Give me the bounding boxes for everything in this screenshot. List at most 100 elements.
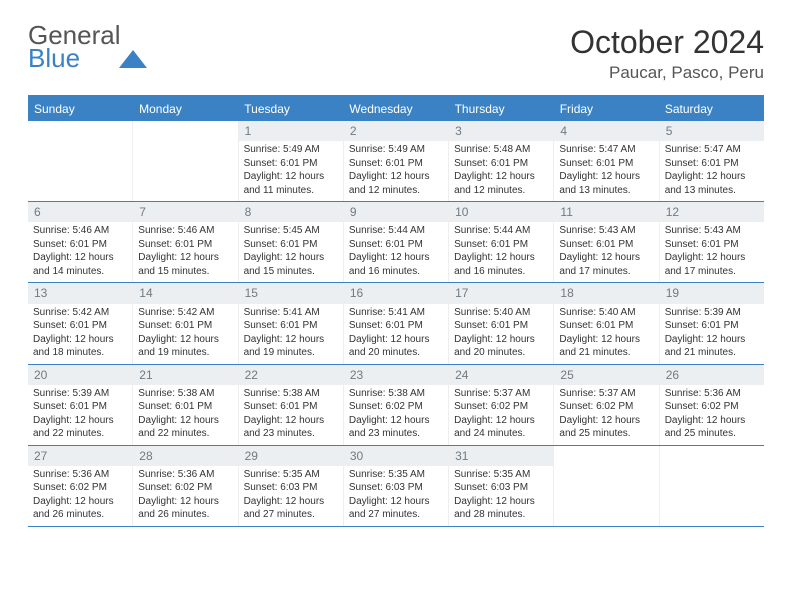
sunrise-line: Sunrise: 5:36 AM bbox=[665, 387, 759, 401]
day-number: 24 bbox=[449, 365, 553, 385]
sunset-line: Sunset: 6:01 PM bbox=[138, 238, 232, 252]
day-number: 7 bbox=[133, 202, 237, 222]
sunrise-line: Sunrise: 5:48 AM bbox=[454, 143, 548, 157]
day-details: Sunrise: 5:37 AMSunset: 6:02 PMDaylight:… bbox=[554, 385, 658, 445]
sunset-line: Sunset: 6:01 PM bbox=[665, 319, 759, 333]
sunset-line: Sunset: 6:01 PM bbox=[454, 238, 548, 252]
day-number: 29 bbox=[239, 446, 343, 466]
day-header-monday: Monday bbox=[133, 97, 238, 121]
sunset-line: Sunset: 6:02 PM bbox=[665, 400, 759, 414]
day-number: 19 bbox=[660, 283, 764, 303]
sunset-line: Sunset: 6:01 PM bbox=[349, 238, 443, 252]
day-cell: 20Sunrise: 5:39 AMSunset: 6:01 PMDayligh… bbox=[28, 365, 133, 445]
day-cell: 1Sunrise: 5:49 AMSunset: 6:01 PMDaylight… bbox=[239, 121, 344, 201]
day-details: Sunrise: 5:48 AMSunset: 6:01 PMDaylight:… bbox=[449, 141, 553, 201]
day-cell: 13Sunrise: 5:42 AMSunset: 6:01 PMDayligh… bbox=[28, 283, 133, 363]
sunset-line: Sunset: 6:02 PM bbox=[559, 400, 653, 414]
sunset-line: Sunset: 6:03 PM bbox=[244, 481, 338, 495]
day-details: Sunrise: 5:49 AMSunset: 6:01 PMDaylight:… bbox=[239, 141, 343, 201]
daylight-line: Daylight: 12 hours and 28 minutes. bbox=[454, 495, 548, 522]
daylight-line: Daylight: 12 hours and 15 minutes. bbox=[138, 251, 232, 278]
title-block: October 2024 Paucar, Pasco, Peru bbox=[570, 24, 764, 83]
sunrise-line: Sunrise: 5:45 AM bbox=[244, 224, 338, 238]
day-cell: 4Sunrise: 5:47 AMSunset: 6:01 PMDaylight… bbox=[554, 121, 659, 201]
day-cell: 2Sunrise: 5:49 AMSunset: 6:01 PMDaylight… bbox=[344, 121, 449, 201]
daylight-line: Daylight: 12 hours and 26 minutes. bbox=[33, 495, 127, 522]
sunset-line: Sunset: 6:01 PM bbox=[244, 238, 338, 252]
day-number: 12 bbox=[660, 202, 764, 222]
daylight-line: Daylight: 12 hours and 13 minutes. bbox=[559, 170, 653, 197]
day-details: Sunrise: 5:49 AMSunset: 6:01 PMDaylight:… bbox=[344, 141, 448, 201]
day-header-tuesday: Tuesday bbox=[238, 97, 343, 121]
daylight-line: Daylight: 12 hours and 19 minutes. bbox=[138, 333, 232, 360]
week-row: 20Sunrise: 5:39 AMSunset: 6:01 PMDayligh… bbox=[28, 365, 764, 446]
daylight-line: Daylight: 12 hours and 12 minutes. bbox=[454, 170, 548, 197]
day-cell: 24Sunrise: 5:37 AMSunset: 6:02 PMDayligh… bbox=[449, 365, 554, 445]
empty-cell bbox=[660, 446, 764, 526]
calendar: SundayMondayTuesdayWednesdayThursdayFrid… bbox=[28, 95, 764, 527]
day-number: 15 bbox=[239, 283, 343, 303]
day-cell: 19Sunrise: 5:39 AMSunset: 6:01 PMDayligh… bbox=[660, 283, 764, 363]
day-cell: 23Sunrise: 5:38 AMSunset: 6:02 PMDayligh… bbox=[344, 365, 449, 445]
day-cell: 12Sunrise: 5:43 AMSunset: 6:01 PMDayligh… bbox=[660, 202, 764, 282]
sunset-line: Sunset: 6:02 PM bbox=[33, 481, 127, 495]
day-details: Sunrise: 5:39 AMSunset: 6:01 PMDaylight:… bbox=[28, 385, 132, 445]
daylight-line: Daylight: 12 hours and 16 minutes. bbox=[349, 251, 443, 278]
logo-text: General Blue bbox=[28, 24, 147, 71]
day-cell: 30Sunrise: 5:35 AMSunset: 6:03 PMDayligh… bbox=[344, 446, 449, 526]
sunrise-line: Sunrise: 5:35 AM bbox=[454, 468, 548, 482]
day-details: Sunrise: 5:46 AMSunset: 6:01 PMDaylight:… bbox=[133, 222, 237, 282]
sunrise-line: Sunrise: 5:49 AM bbox=[349, 143, 443, 157]
sunrise-line: Sunrise: 5:44 AM bbox=[349, 224, 443, 238]
sunrise-line: Sunrise: 5:44 AM bbox=[454, 224, 548, 238]
day-cell: 14Sunrise: 5:42 AMSunset: 6:01 PMDayligh… bbox=[133, 283, 238, 363]
day-details: Sunrise: 5:38 AMSunset: 6:01 PMDaylight:… bbox=[133, 385, 237, 445]
sunrise-line: Sunrise: 5:42 AM bbox=[33, 306, 127, 320]
day-header-friday: Friday bbox=[554, 97, 659, 121]
sunset-line: Sunset: 6:01 PM bbox=[33, 400, 127, 414]
sunrise-line: Sunrise: 5:40 AM bbox=[559, 306, 653, 320]
sunset-line: Sunset: 6:01 PM bbox=[559, 157, 653, 171]
day-number: 6 bbox=[28, 202, 132, 222]
sunset-line: Sunset: 6:01 PM bbox=[665, 238, 759, 252]
sunrise-line: Sunrise: 5:36 AM bbox=[138, 468, 232, 482]
day-number: 21 bbox=[133, 365, 237, 385]
daylight-line: Daylight: 12 hours and 14 minutes. bbox=[33, 251, 127, 278]
day-cell: 9Sunrise: 5:44 AMSunset: 6:01 PMDaylight… bbox=[344, 202, 449, 282]
day-details: Sunrise: 5:41 AMSunset: 6:01 PMDaylight:… bbox=[344, 304, 448, 364]
sunset-line: Sunset: 6:01 PM bbox=[559, 238, 653, 252]
day-details: Sunrise: 5:40 AMSunset: 6:01 PMDaylight:… bbox=[554, 304, 658, 364]
sunrise-line: Sunrise: 5:49 AM bbox=[244, 143, 338, 157]
day-details: Sunrise: 5:35 AMSunset: 6:03 PMDaylight:… bbox=[449, 466, 553, 526]
sunset-line: Sunset: 6:01 PM bbox=[244, 157, 338, 171]
day-cell: 31Sunrise: 5:35 AMSunset: 6:03 PMDayligh… bbox=[449, 446, 554, 526]
sunrise-line: Sunrise: 5:47 AM bbox=[665, 143, 759, 157]
day-number: 11 bbox=[554, 202, 658, 222]
day-cell: 25Sunrise: 5:37 AMSunset: 6:02 PMDayligh… bbox=[554, 365, 659, 445]
sunset-line: Sunset: 6:03 PM bbox=[454, 481, 548, 495]
day-cell: 11Sunrise: 5:43 AMSunset: 6:01 PMDayligh… bbox=[554, 202, 659, 282]
day-details: Sunrise: 5:36 AMSunset: 6:02 PMDaylight:… bbox=[660, 385, 764, 445]
day-number: 27 bbox=[28, 446, 132, 466]
day-cell: 6Sunrise: 5:46 AMSunset: 6:01 PMDaylight… bbox=[28, 202, 133, 282]
sunrise-line: Sunrise: 5:35 AM bbox=[244, 468, 338, 482]
sunset-line: Sunset: 6:01 PM bbox=[33, 319, 127, 333]
daylight-line: Daylight: 12 hours and 22 minutes. bbox=[138, 414, 232, 441]
day-number: 18 bbox=[554, 283, 658, 303]
day-number: 4 bbox=[554, 121, 658, 141]
day-details: Sunrise: 5:39 AMSunset: 6:01 PMDaylight:… bbox=[660, 304, 764, 364]
day-number: 3 bbox=[449, 121, 553, 141]
day-cell: 27Sunrise: 5:36 AMSunset: 6:02 PMDayligh… bbox=[28, 446, 133, 526]
day-details: Sunrise: 5:41 AMSunset: 6:01 PMDaylight:… bbox=[239, 304, 343, 364]
day-number: 30 bbox=[344, 446, 448, 466]
sunrise-line: Sunrise: 5:39 AM bbox=[665, 306, 759, 320]
day-number: 16 bbox=[344, 283, 448, 303]
location: Paucar, Pasco, Peru bbox=[570, 63, 764, 83]
sunset-line: Sunset: 6:02 PM bbox=[138, 481, 232, 495]
day-cell: 7Sunrise: 5:46 AMSunset: 6:01 PMDaylight… bbox=[133, 202, 238, 282]
day-details: Sunrise: 5:44 AMSunset: 6:01 PMDaylight:… bbox=[449, 222, 553, 282]
empty-cell bbox=[554, 446, 659, 526]
logo-sail-icon bbox=[119, 20, 147, 68]
day-details: Sunrise: 5:38 AMSunset: 6:01 PMDaylight:… bbox=[239, 385, 343, 445]
sunrise-line: Sunrise: 5:46 AM bbox=[33, 224, 127, 238]
